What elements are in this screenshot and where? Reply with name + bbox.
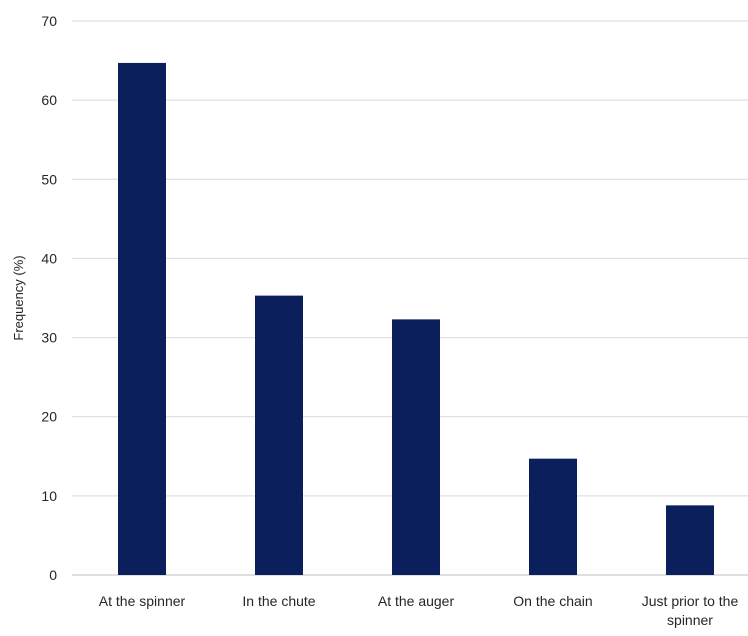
bar <box>392 319 440 575</box>
x-tick-label: Just prior to the <box>642 593 739 609</box>
x-tick-labels: At the spinner In the chute At the auger On… <box>99 593 739 628</box>
bar <box>118 62 166 575</box>
y-tick-label: 70 <box>41 13 57 29</box>
bar <box>529 458 577 575</box>
y-axis-label: Frequency (%) <box>11 255 26 340</box>
x-tick-label: On the chain <box>513 593 592 609</box>
y-tick-label: 30 <box>41 330 57 346</box>
y-tick-label: 40 <box>41 250 57 266</box>
y-tick-label: 50 <box>41 171 57 187</box>
bars <box>118 62 714 575</box>
y-tick-label: 60 <box>41 92 57 108</box>
x-tick-label: At the auger <box>378 593 455 609</box>
x-tick-label: spinner <box>667 612 713 628</box>
x-tick-label: In the chute <box>242 593 315 609</box>
y-tick-labels: 0 10 20 30 40 50 60 70 <box>41 13 57 583</box>
y-tick-label: 0 <box>49 567 57 583</box>
bar <box>255 295 303 575</box>
bar <box>666 505 714 575</box>
y-tick-label: 20 <box>41 409 57 425</box>
x-tick-label: At the spinner <box>99 593 186 609</box>
y-tick-label: 10 <box>41 488 57 504</box>
